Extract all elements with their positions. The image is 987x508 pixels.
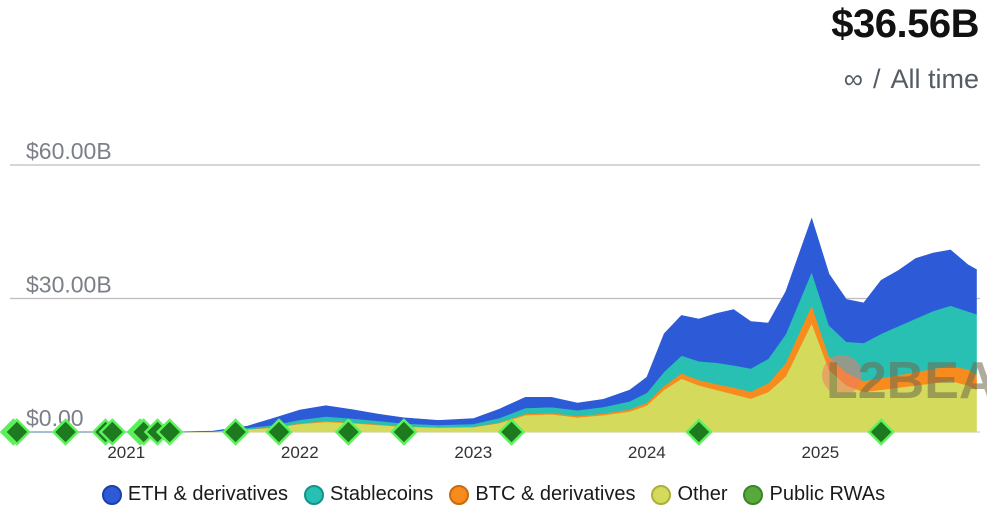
legend-swatch [743, 484, 764, 505]
time-range-selector[interactable]: ∞ / All time [844, 64, 979, 95]
y-tick-label: $60.00B [26, 138, 112, 164]
legend-item[interactable]: Public RWAs [743, 483, 885, 506]
watermark-text: L2BEAT [826, 352, 987, 410]
event-marker[interactable] [3, 418, 31, 446]
legend-label: Other [677, 483, 728, 505]
event-marker[interactable] [265, 418, 293, 446]
legend-item[interactable]: BTC & derivatives [449, 483, 635, 506]
tvs-chart[interactable]: $0.00$30.00B$60.00B L2BEAT 2021202220232… [0, 0, 987, 480]
tick-layer: 2021 2022 2023 2024 2025 [107, 443, 839, 462]
legend-label: ETH & derivatives [127, 483, 288, 505]
watermark-logo-circle [822, 355, 862, 395]
x-tick-label: 2021 [107, 443, 145, 462]
l2beat-watermark: L2BEAT [822, 352, 987, 410]
x-tick-label: 2023 [454, 443, 492, 462]
marker-layer[interactable] [0, 418, 895, 446]
legend: ETH & derivatives Stablecoins BTC & deriva… [0, 483, 987, 506]
event-marker[interactable] [685, 418, 713, 446]
legend-swatch [101, 484, 122, 505]
x-tick-label: 2024 [628, 443, 666, 462]
legend-label: Public RWAs [769, 483, 886, 505]
event-marker[interactable] [334, 418, 363, 446]
area-layer [13, 217, 977, 433]
event-marker[interactable] [497, 418, 526, 446]
event-marker[interactable] [867, 418, 895, 446]
event-marker[interactable] [51, 418, 80, 446]
range-label: All time [890, 64, 979, 94]
legend-item[interactable]: Stablecoins [303, 483, 434, 506]
legend-swatch [303, 484, 324, 505]
legend-item[interactable]: Other [651, 483, 727, 506]
y-tick-label: $30.00B [26, 272, 112, 298]
legend-swatch [651, 484, 672, 505]
legend-label: Stablecoins [329, 483, 434, 505]
infinity-icon: ∞ [843, 64, 863, 94]
event-marker[interactable] [390, 418, 418, 446]
legend-swatch [449, 484, 470, 505]
legend-item[interactable]: ETH & derivatives [101, 483, 288, 506]
y-tick-label: $0.00 [26, 405, 84, 431]
event-marker[interactable] [98, 418, 127, 446]
x-tick-label: 2025 [801, 443, 839, 462]
legend-label: BTC & derivatives [475, 483, 636, 505]
range-separator: / [872, 64, 881, 94]
event-marker[interactable] [155, 418, 184, 446]
area-series [13, 217, 977, 433]
total-value: $36.56B [831, 2, 979, 46]
event-marker[interactable] [221, 418, 250, 446]
x-tick-label: 2022 [281, 443, 319, 462]
